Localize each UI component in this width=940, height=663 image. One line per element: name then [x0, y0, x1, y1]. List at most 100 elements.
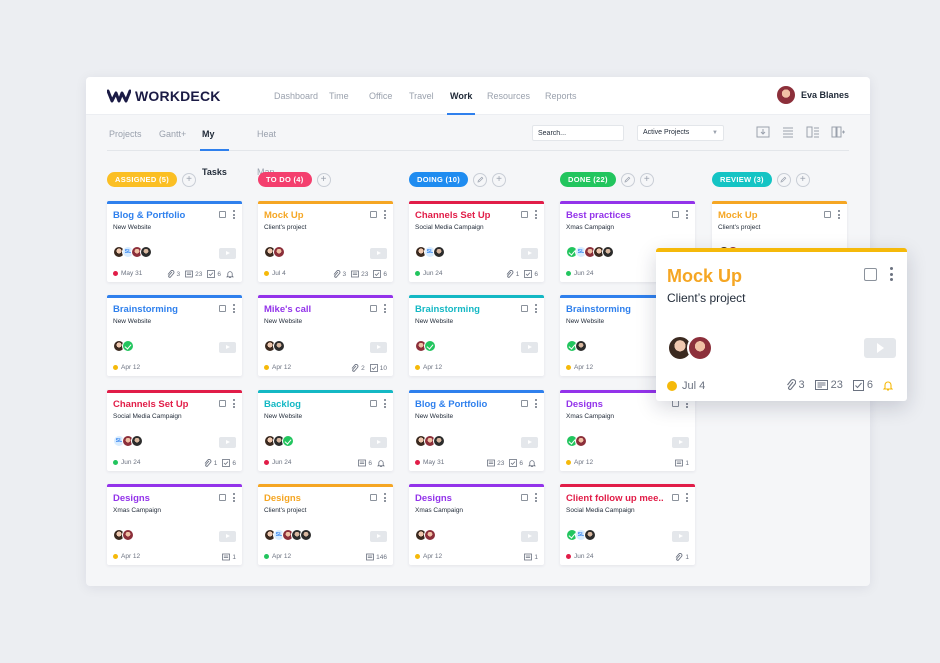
add-column-icon[interactable] — [831, 126, 845, 138]
nav-item-office[interactable]: Office — [369, 91, 393, 101]
popup-play-button[interactable] — [864, 338, 896, 358]
play-timer-button[interactable] — [521, 437, 538, 448]
task-card[interactable]: Designs Client's project SL Apr 12 146 — [258, 484, 393, 565]
task-card-popup[interactable]: Mock Up Client’s project Jul 4 3 23 6 — [656, 248, 907, 401]
tab-heat-map[interactable]: Heat Map — [257, 129, 277, 177]
play-timer-button[interactable] — [672, 531, 689, 542]
task-card[interactable]: Channels Set Up Social Media Campaign SL Ju… — [107, 390, 242, 471]
workdeck-logo[interactable]: WORKDECK — [107, 88, 221, 104]
nav-item-dashboard[interactable]: Dashboard — [274, 91, 319, 101]
task-card[interactable]: Backlog New Website Jun 24 6 — [258, 390, 393, 471]
kebab-menu-icon[interactable] — [233, 210, 236, 219]
kebab-menu-icon[interactable] — [535, 210, 538, 219]
task-card[interactable]: Brainstorming New Website Apr 12 — [107, 295, 242, 376]
task-checkbox[interactable] — [521, 400, 528, 407]
edit-column-button[interactable] — [620, 172, 635, 187]
task-card[interactable]: Designs Xmas Campaign Apr 12 1 — [107, 484, 242, 565]
task-card[interactable]: Mike's call New Website Apr 12 2 10 — [258, 295, 393, 376]
add-card-button[interactable]: + — [182, 172, 197, 187]
column-label[interactable]: DOING (10) — [409, 172, 469, 187]
task-checkbox[interactable] — [219, 400, 226, 407]
play-timer-button[interactable] — [219, 531, 236, 542]
play-timer-button[interactable] — [370, 248, 387, 259]
task-checkbox[interactable] — [521, 494, 528, 501]
task-checkbox[interactable] — [672, 211, 679, 218]
nav-item-travel[interactable]: Travel — [409, 91, 434, 101]
task-checkbox[interactable] — [370, 305, 377, 312]
kebab-menu-icon[interactable] — [535, 304, 538, 313]
kebab-menu-icon[interactable] — [686, 210, 689, 219]
nav-item-reports[interactable]: Reports — [545, 91, 577, 101]
popup-checkbox[interactable] — [864, 268, 877, 281]
task-checkbox[interactable] — [219, 305, 226, 312]
status-dot — [415, 271, 420, 276]
grid-view-icon[interactable] — [806, 126, 820, 138]
task-checkbox[interactable] — [370, 494, 377, 501]
edit-column-button[interactable] — [473, 172, 488, 187]
task-checkbox[interactable] — [824, 211, 831, 218]
add-card-button[interactable]: + — [795, 172, 810, 187]
play-timer-button[interactable] — [219, 248, 236, 259]
task-checkbox[interactable] — [672, 494, 679, 501]
nav-item-time[interactable]: Time — [329, 91, 349, 101]
kebab-menu-icon[interactable] — [535, 399, 538, 408]
kebab-menu-icon[interactable] — [384, 210, 387, 219]
column-label[interactable]: ASSIGNED (5) — [107, 172, 178, 187]
tab-gantt[interactable]: Gantt+ — [159, 129, 187, 139]
play-timer-button[interactable] — [672, 437, 689, 448]
nav-item-work[interactable]: Work — [446, 77, 476, 115]
search-input[interactable] — [532, 125, 624, 141]
kebab-menu-icon[interactable] — [384, 493, 387, 502]
play-timer-button[interactable] — [521, 531, 538, 542]
task-card[interactable]: Designs Xmas Campaign Apr 12 1 — [560, 390, 695, 471]
play-timer-button[interactable] — [521, 342, 538, 353]
kebab-menu-icon[interactable] — [233, 493, 236, 502]
kebab-menu-icon[interactable] — [384, 399, 387, 408]
play-timer-button[interactable] — [370, 437, 387, 448]
task-checkbox[interactable] — [219, 211, 226, 218]
task-card[interactable]: Blog & Portfolio New Website May 31 23 6 — [409, 390, 544, 471]
task-checkbox[interactable] — [370, 400, 377, 407]
play-timer-button[interactable] — [219, 342, 236, 353]
task-checkbox[interactable] — [521, 305, 528, 312]
column-label[interactable]: TO DO (4) — [258, 172, 312, 187]
task-checkbox[interactable] — [672, 400, 679, 407]
add-card-button[interactable]: + — [639, 172, 654, 187]
task-card[interactable]: Blog & Portfolio New Website SL May 31 3 23 6 — [107, 201, 242, 282]
popup-reminder[interactable] — [883, 380, 896, 391]
tab-my-tasks[interactable]: My Tasks — [200, 115, 229, 177]
kebab-menu-icon[interactable] — [233, 304, 236, 313]
play-timer-button[interactable] — [370, 531, 387, 542]
add-card-button[interactable]: + — [492, 172, 507, 187]
kebab-menu-icon[interactable] — [686, 493, 689, 502]
task-checkbox[interactable] — [370, 211, 377, 218]
edit-column-button[interactable] — [776, 172, 791, 187]
task-footer: Jul 4 3 23 6 — [264, 270, 387, 278]
kebab-menu-icon[interactable] — [233, 399, 236, 408]
download-icon[interactable] — [756, 126, 770, 138]
add-card-button[interactable]: + — [316, 172, 331, 187]
task-checkbox[interactable] — [521, 211, 528, 218]
popup-kebab-icon[interactable] — [890, 267, 893, 284]
kebab-menu-icon[interactable] — [838, 210, 841, 219]
user-menu[interactable]: Eva Blanes — [776, 86, 849, 104]
plus-icon: + — [643, 173, 650, 185]
task-checkbox[interactable] — [219, 494, 226, 501]
user-avatar — [776, 86, 795, 104]
task-card[interactable]: Brainstorming New Website Apr 12 — [409, 295, 544, 376]
task-card[interactable]: Channels Set Up Social Media Campaign SL Ju… — [409, 201, 544, 282]
nav-item-resources[interactable]: Resources — [487, 91, 531, 101]
task-card[interactable]: Mock Up Client's project Jul 4 3 23 6 — [258, 201, 393, 282]
kebab-menu-icon[interactable] — [535, 493, 538, 502]
task-card[interactable]: Client follow up mee.. Social Media Campa… — [560, 484, 695, 565]
play-timer-button[interactable] — [219, 437, 236, 448]
project-filter-select[interactable]: Active Projects ▼ — [637, 125, 724, 141]
column-label[interactable]: DONE (22) — [560, 172, 616, 187]
task-card[interactable]: Designs Xmas Campaign Apr 12 1 — [409, 484, 544, 565]
list-view-icon[interactable] — [781, 126, 795, 138]
column-label[interactable]: REVIEW (3) — [712, 172, 772, 187]
play-timer-button[interactable] — [370, 342, 387, 353]
play-timer-button[interactable] — [521, 248, 538, 259]
tab-projects[interactable]: Projects — [109, 129, 142, 139]
kebab-menu-icon[interactable] — [384, 304, 387, 313]
